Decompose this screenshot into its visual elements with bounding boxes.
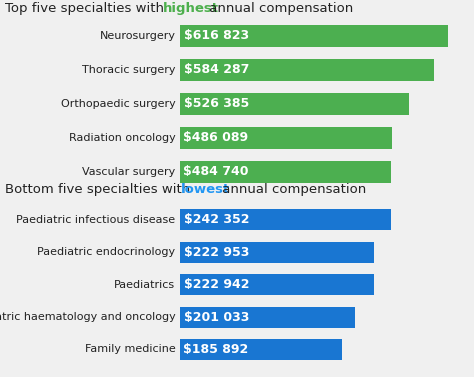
Text: Paediatric haematology and oncology: Paediatric haematology and oncology	[0, 312, 175, 322]
Text: $185 892: $185 892	[183, 343, 248, 356]
Text: $616 823: $616 823	[184, 29, 249, 42]
Bar	[180, 127, 392, 149]
Text: $222 942: $222 942	[184, 278, 249, 291]
Bar	[180, 25, 448, 47]
Bar	[180, 339, 342, 360]
Text: Bottom five specialties with: Bottom five specialties with	[5, 183, 194, 196]
Text: Paediatric infectious disease: Paediatric infectious disease	[16, 215, 175, 225]
Text: Radiation oncology: Radiation oncology	[69, 133, 175, 143]
Text: Paediatric endocrinology: Paediatric endocrinology	[37, 247, 175, 257]
Text: Paediatrics: Paediatrics	[114, 280, 175, 290]
Text: $484 740: $484 740	[183, 165, 249, 178]
Text: $584 287: $584 287	[184, 63, 249, 76]
Text: lowest: lowest	[181, 183, 230, 196]
Text: Top five specialties with: Top five specialties with	[5, 2, 168, 15]
Text: Thoracic surgery: Thoracic surgery	[82, 65, 175, 75]
Text: Vascular surgery: Vascular surgery	[82, 167, 175, 176]
Text: $242 352: $242 352	[184, 213, 250, 226]
Bar	[180, 93, 409, 115]
Bar	[180, 307, 355, 328]
Text: Orthopaedic surgery: Orthopaedic surgery	[61, 99, 175, 109]
Text: highest: highest	[163, 2, 219, 15]
Text: Family medicine: Family medicine	[85, 345, 175, 354]
Bar	[180, 209, 391, 230]
Text: Neurosurgery: Neurosurgery	[100, 31, 175, 41]
Text: annual compensation: annual compensation	[205, 2, 354, 15]
Text: annual compensation: annual compensation	[218, 183, 366, 196]
Bar	[180, 59, 434, 81]
Text: $222 953: $222 953	[184, 246, 249, 259]
Bar	[180, 161, 391, 182]
Bar	[180, 274, 374, 295]
Text: $201 033: $201 033	[183, 311, 249, 323]
Text: $526 385: $526 385	[183, 97, 249, 110]
Text: $486 089: $486 089	[183, 131, 248, 144]
Bar	[180, 242, 374, 263]
